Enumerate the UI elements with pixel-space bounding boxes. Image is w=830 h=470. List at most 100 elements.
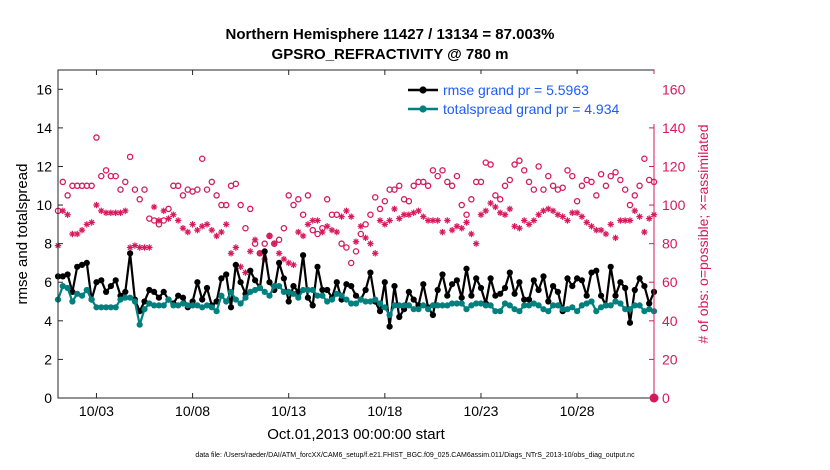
obs-assimilated-point: [573, 209, 581, 216]
spread-series-point: [425, 306, 432, 313]
spread-series-point: [362, 298, 369, 305]
obs-possible-point: [347, 259, 355, 267]
obs-assimilated-point: [170, 211, 177, 218]
rmse-series-point: [285, 298, 292, 305]
obs-possible-point: [280, 224, 288, 232]
obs-assimilated-point: [636, 213, 643, 220]
obs-possible-point: [247, 205, 254, 213]
rmse-series-point: [588, 269, 595, 276]
obs-assimilated-point: [93, 201, 100, 209]
x-axis-label: Oct.01,2013 00:00:00 start: [267, 426, 445, 443]
spread-series-point: [59, 283, 66, 290]
y-left-tick-label: 8: [44, 236, 52, 252]
rmse-series-point: [218, 275, 225, 282]
obs-assimilated-point: [179, 225, 187, 232]
spread-series-point: [396, 302, 403, 309]
rmse-series-point: [194, 279, 201, 286]
obs-possible-point: [540, 186, 547, 193]
spread-series-point: [391, 302, 398, 309]
obs-assimilated-point: [415, 207, 422, 215]
legend-box: [388, 74, 656, 124]
obs-assimilated-point: [198, 223, 206, 230]
rmse-series-point: [535, 286, 542, 294]
obs-possible-point: [323, 196, 331, 203]
obs-count-layer: [54, 134, 659, 403]
obs-possible-point: [458, 201, 465, 209]
obs-possible-point: [410, 182, 417, 190]
rmse-series-point: [410, 296, 417, 303]
spread-series-point: [540, 306, 547, 313]
obs-possible-point: [545, 172, 552, 180]
obs-possible-point: [203, 186, 211, 193]
obs-assimilated-point: [203, 221, 211, 228]
obs-possible-point: [391, 186, 398, 193]
obs-assimilated-point: [194, 226, 201, 234]
obs-possible-point: [501, 182, 509, 190]
obs-possible-point: [453, 172, 461, 180]
spread-series-point: [525, 302, 533, 309]
data-file-footer: data file: /Users/raeder/DAI/ATM_forcXX/…: [195, 452, 635, 459]
rmse-series-point: [636, 275, 643, 282]
obs-possible-point: [64, 192, 71, 199]
obs-assimilated-point: [487, 199, 494, 207]
obs-possible-point: [617, 176, 624, 184]
spread-series-point: [569, 304, 576, 311]
y-left-tick-label: 14: [36, 120, 52, 136]
rmse-series-point: [74, 263, 81, 270]
obs-assimilated-point: [645, 215, 653, 222]
spread-series-point: [83, 286, 90, 294]
spread-series-point: [343, 296, 350, 303]
obs-assimilated-point: [343, 207, 350, 215]
spread-series-point: [98, 304, 105, 311]
y-right-tick-label: 140: [662, 120, 686, 136]
rmse-series-point: [386, 323, 393, 330]
obs-assimilated-point: [333, 228, 340, 236]
rmse-series-point: [530, 277, 537, 284]
spread-series-point: [453, 300, 460, 307]
y-left-tick-label: 12: [36, 158, 52, 174]
obs-assimilated-point: [122, 207, 129, 215]
spread-series-point: [449, 300, 456, 307]
spread-series-point: [405, 302, 412, 309]
rmse-series-point: [477, 284, 485, 292]
obs-possible-point: [506, 176, 514, 184]
spread-series-point: [631, 302, 638, 309]
spread-series-point: [622, 306, 629, 313]
obs-possible-point: [367, 211, 374, 218]
spread-series-point: [386, 311, 393, 319]
obs-assimilated-point: [439, 228, 446, 236]
obs-possible-point: [448, 182, 456, 190]
spread-series-point: [252, 286, 259, 294]
obs-possible-point: [295, 196, 302, 203]
obs-possible-point: [429, 167, 437, 174]
rmse-series-point: [319, 286, 326, 294]
obs-assimilated-point: [227, 250, 235, 257]
obs-possible-point: [573, 197, 581, 205]
obs-assimilated-point: [516, 225, 523, 232]
obs-assimilated-point: [621, 217, 629, 224]
spread-series-point: [218, 292, 225, 299]
obs-assimilated-point: [492, 203, 499, 211]
spread-series-point: [242, 294, 249, 301]
spread-series-point: [482, 302, 489, 309]
obs-possible-point: [511, 161, 518, 168]
spread-series-point: [276, 283, 283, 290]
spread-series-point: [203, 302, 211, 309]
spread-series-point: [247, 288, 254, 295]
x-tick-label: 10/18: [367, 403, 402, 419]
obs-assimilated-point: [347, 213, 355, 220]
rmse-series-point: [564, 275, 571, 282]
obs-assimilated-point: [338, 213, 345, 220]
spread-series-point: [107, 304, 114, 311]
obs-assimilated-point: [482, 207, 489, 215]
rmse-series-point: [151, 288, 158, 295]
obs-assimilated-point: [352, 238, 360, 245]
obs-assimilated-point: [295, 228, 302, 236]
obs-possible-point: [371, 194, 379, 201]
spread-series-point: [223, 298, 230, 305]
obs-assimilated-point: [256, 250, 264, 257]
spread-series-point: [646, 306, 653, 313]
y-left-tick-label: 10: [36, 197, 52, 213]
spread-series-point: [155, 302, 162, 309]
rmse-series-point: [348, 283, 355, 290]
